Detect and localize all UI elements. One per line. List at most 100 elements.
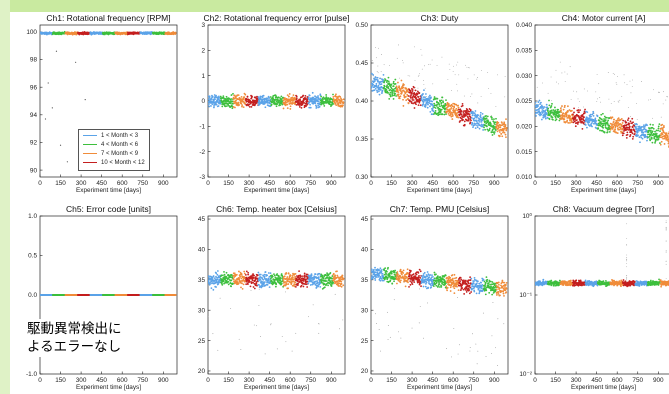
data-point <box>269 96 272 98</box>
data-point <box>460 113 463 116</box>
data-point <box>658 134 661 137</box>
data-point <box>474 124 476 126</box>
x-tick-label: 450 <box>96 180 107 187</box>
data-point <box>400 79 403 82</box>
data-point <box>590 122 593 125</box>
data-point <box>581 127 584 130</box>
data-point <box>594 117 597 120</box>
data-point <box>577 109 580 111</box>
data-point <box>652 123 654 126</box>
data-point <box>559 61 561 63</box>
data-point <box>650 134 652 136</box>
data-point <box>311 91 314 94</box>
data-point <box>579 116 582 119</box>
data-point <box>619 128 622 130</box>
data-point <box>275 283 278 286</box>
data-point <box>342 98 345 101</box>
data-point <box>225 105 228 108</box>
data-point <box>375 76 377 79</box>
data-point <box>432 83 434 85</box>
data-point <box>266 283 269 286</box>
data-point <box>242 106 245 109</box>
data-point <box>438 103 441 106</box>
data-point <box>392 98 395 100</box>
data-point <box>309 103 311 106</box>
data-point <box>242 283 245 286</box>
data-point <box>289 105 292 108</box>
data-point <box>662 124 665 127</box>
data-point <box>451 111 453 114</box>
data-point <box>258 288 260 290</box>
data-point <box>398 86 401 89</box>
data-point <box>259 278 262 281</box>
plot-area <box>207 215 346 375</box>
data-point <box>230 285 233 288</box>
data-point <box>549 112 552 115</box>
data-point <box>391 91 394 94</box>
data-point <box>619 99 621 101</box>
data-point <box>596 101 598 102</box>
data-point <box>309 106 312 109</box>
data-point <box>380 71 382 73</box>
data-point <box>475 120 478 123</box>
data-point <box>460 111 462 113</box>
data-point <box>479 114 482 116</box>
data-point <box>248 279 251 282</box>
y-tick-label: 2 <box>201 48 205 55</box>
data-point <box>542 107 545 110</box>
data-point <box>617 117 620 120</box>
data-point <box>230 279 233 282</box>
data-point <box>389 88 392 91</box>
data-point <box>470 95 471 97</box>
data-point <box>439 100 442 103</box>
data-point <box>554 116 557 119</box>
data-point <box>411 99 414 101</box>
data-point <box>229 102 232 105</box>
data-point <box>629 120 632 123</box>
data-point <box>583 106 585 108</box>
data-point <box>241 282 243 285</box>
data-point <box>230 308 232 309</box>
data-point <box>611 128 614 130</box>
data-point <box>410 94 412 97</box>
x-tick-label: 900 <box>326 377 337 384</box>
data-point <box>449 109 451 112</box>
data-point <box>245 283 248 286</box>
data-point <box>578 107 580 109</box>
data-point <box>494 121 497 124</box>
data-point <box>455 107 458 110</box>
chart-title: Ch1: Rotational frequency [RPM] <box>46 13 170 23</box>
data-point <box>411 90 414 93</box>
data-point <box>569 66 571 68</box>
data-point <box>264 271 267 273</box>
data-point <box>378 90 380 93</box>
data-point <box>465 64 467 66</box>
data-point <box>496 124 498 127</box>
data-point <box>436 65 438 66</box>
data-point <box>485 115 488 117</box>
data-point <box>377 86 380 89</box>
data-point <box>665 138 668 141</box>
data-point <box>631 137 634 140</box>
data-point <box>271 101 274 104</box>
data-point <box>624 82 626 84</box>
data-point <box>560 111 563 113</box>
data-point <box>636 118 638 120</box>
data-point <box>377 65 379 67</box>
data-point <box>174 294 177 296</box>
data-point <box>540 113 543 116</box>
data-point <box>435 98 437 100</box>
data-point <box>216 270 219 272</box>
x-tick-label: 600 <box>117 180 128 187</box>
data-point <box>413 86 415 89</box>
data-point <box>489 122 492 125</box>
data-point <box>666 96 668 97</box>
data-point <box>423 80 424 81</box>
data-point <box>635 125 637 128</box>
data-point <box>663 126 665 129</box>
data-point <box>620 130 622 133</box>
data-point <box>470 119 472 122</box>
data-point <box>267 279 270 282</box>
data-point <box>573 120 576 123</box>
data-point <box>621 127 624 130</box>
